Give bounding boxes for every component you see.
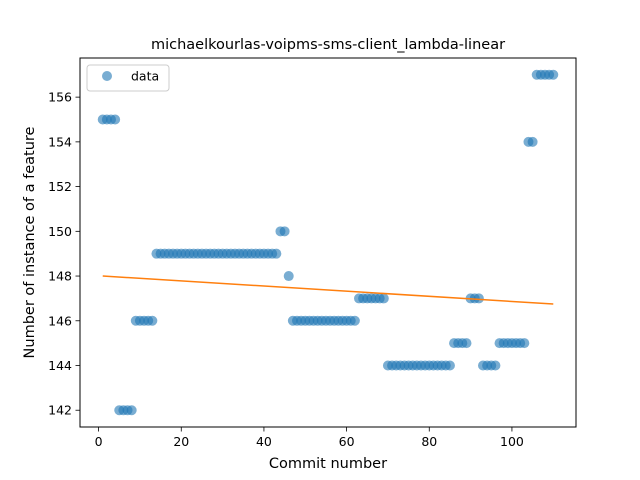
y-tick-label: 154 (48, 134, 72, 149)
legend: data (86, 64, 170, 92)
y-tick-label: 148 (48, 269, 72, 284)
data-point (110, 114, 121, 125)
data-point (548, 69, 559, 80)
data-point (473, 293, 484, 304)
x-tick-label: 40 (256, 434, 272, 449)
x-tick-label: 60 (339, 434, 355, 449)
fit-line (102, 275, 554, 305)
legend-marker (102, 71, 112, 81)
data-point (378, 293, 389, 304)
axis-ticks: 0 20 40 60 80 100 142 144 146 148 150 152 154 156 (48, 90, 524, 449)
y-axis-label: Number of instance of a feature (22, 126, 38, 358)
legend-label-data: data (131, 69, 159, 84)
data-point (283, 271, 294, 282)
data-point (126, 405, 137, 416)
data-point (271, 248, 282, 259)
data-point (461, 338, 472, 349)
chart-title: michaelkourlas-voipms-sms-client_lambda-… (151, 37, 505, 53)
x-axis-label: Commit number (269, 456, 387, 472)
y-tick-label: 152 (48, 179, 72, 194)
data-point (349, 315, 360, 326)
x-tick-label: 80 (421, 434, 437, 449)
y-tick-label: 150 (48, 224, 72, 239)
x-tick-label: 100 (500, 434, 524, 449)
data-point (527, 136, 538, 147)
plot-area (97, 69, 559, 416)
y-tick-label: 142 (48, 403, 72, 418)
data-point (147, 315, 158, 326)
x-tick-label: 0 (95, 434, 103, 449)
y-tick-label: 146 (48, 313, 72, 328)
data-point (444, 360, 455, 371)
y-tick-label: 156 (48, 90, 72, 105)
x-tick-label: 20 (173, 434, 189, 449)
data-point (490, 360, 501, 371)
data-point (519, 338, 530, 349)
plot-frame (79, 57, 577, 428)
data-point (279, 226, 290, 237)
y-tick-label: 144 (48, 358, 72, 373)
